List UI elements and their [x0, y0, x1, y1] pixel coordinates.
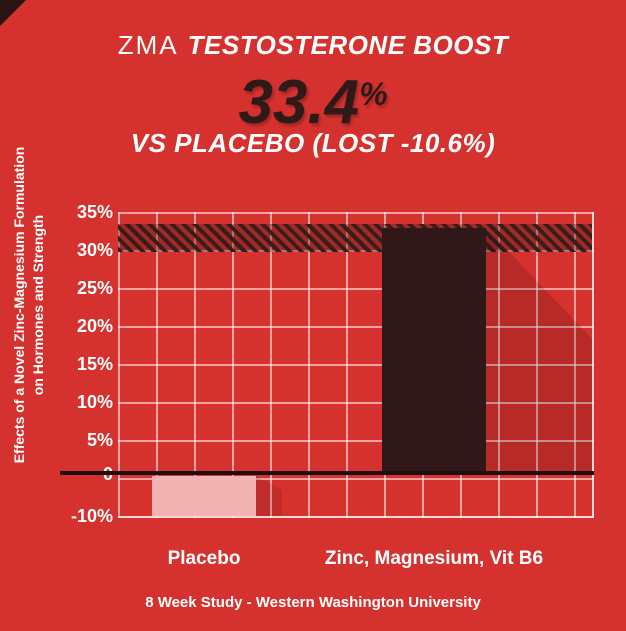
- headline-percent-sign: %: [359, 76, 388, 112]
- y-tick-20: 20%: [76, 316, 113, 336]
- bar-placebo: [152, 476, 256, 516]
- y-tick-5: 5%: [86, 430, 113, 450]
- y-tick-35: 35%: [76, 202, 113, 222]
- y-tick-15: 15%: [76, 354, 113, 374]
- bar-zinc-magnesium-vitb6: [382, 228, 486, 474]
- title-main: TESTOSTERONE BOOST: [187, 30, 509, 60]
- y-tick-10: 10%: [76, 392, 113, 412]
- page-title: ZMA TESTOSTERONE BOOST: [0, 30, 626, 60]
- y-axis-title-line1: Effects of a Novel Zinc-Magnesium Formul…: [11, 146, 27, 464]
- x-label-zinc-magnesium-vitb6: Zinc, Magnesium, Vit B6: [324, 548, 544, 569]
- subtitle: VS PLACEBO (LOST -10.6%): [130, 128, 496, 158]
- y-tick-25: 25%: [76, 278, 113, 298]
- headline-value: 33.4%: [0, 62, 626, 135]
- y-tick-30: 30%: [76, 240, 113, 260]
- zero-baseline-axis: [60, 471, 594, 475]
- x-label-placebo: Placebo: [167, 548, 241, 569]
- y-tick-neg10: -10%: [70, 506, 113, 526]
- y-axis-tick-labels: 35% 30% 25% 20% 15% 10% 5% 0 -10%: [38, 0, 113, 631]
- highlight-band-33-4-percent: [118, 224, 592, 252]
- chart-gridlines: [118, 212, 594, 518]
- corner-fold-decoration: [0, 0, 26, 26]
- title-prefix: ZMA: [117, 30, 179, 60]
- study-footnote: 8 Week Study - Western Washington Univer…: [145, 594, 481, 611]
- headline-number: 33.4: [238, 68, 360, 137]
